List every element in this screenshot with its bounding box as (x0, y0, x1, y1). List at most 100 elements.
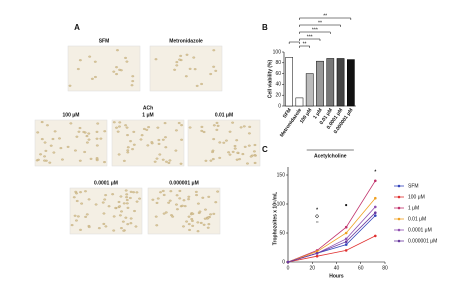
point (344, 237, 348, 241)
cell (116, 49, 119, 52)
cell (238, 158, 242, 161)
cell (216, 124, 220, 127)
cell (161, 189, 165, 193)
cell (200, 125, 204, 128)
significance-bracket (288, 41, 300, 44)
cell (178, 58, 182, 61)
cell (185, 220, 189, 223)
cell (177, 122, 181, 125)
bar (326, 58, 335, 107)
cell (85, 213, 89, 216)
cell (188, 67, 192, 70)
legend-marker (397, 239, 401, 243)
group-label: ACh (143, 105, 153, 111)
point (315, 254, 319, 258)
cell (126, 134, 129, 137)
cell (112, 70, 116, 73)
cell (145, 128, 149, 131)
cell (83, 150, 87, 154)
cell (48, 161, 52, 164)
cell (165, 160, 168, 163)
bar (285, 57, 293, 107)
cell (40, 138, 44, 141)
cell (95, 159, 99, 162)
cell (53, 130, 57, 133)
cell (78, 159, 82, 162)
x-tick-label: 60 (358, 265, 364, 271)
cell (131, 148, 134, 151)
cell (121, 220, 125, 223)
cell (114, 206, 118, 210)
cell (93, 60, 97, 63)
micrograph (67, 45, 141, 92)
y-tick-label: 20 (275, 93, 281, 99)
cell (180, 204, 184, 207)
cell (131, 75, 135, 78)
legend-label: SFM (408, 183, 419, 189)
annotation: * (374, 169, 376, 175)
bar (305, 73, 314, 107)
cell (212, 138, 216, 141)
cell (94, 203, 98, 206)
cell (87, 138, 91, 141)
series-line (287, 197, 376, 263)
cell (162, 212, 166, 215)
cell (66, 145, 70, 148)
cell (191, 212, 195, 215)
cell (135, 200, 139, 203)
cell (252, 150, 256, 153)
cell (175, 203, 178, 206)
y-tick-label: 60 (275, 71, 281, 77)
cell (222, 141, 226, 144)
cell (126, 146, 130, 149)
cell (174, 129, 178, 132)
point (344, 231, 348, 235)
annotation: ◇ (314, 213, 319, 219)
cell (180, 138, 184, 141)
cell (117, 153, 121, 156)
cell (249, 155, 253, 158)
y-tick-label: 80 (275, 60, 281, 66)
cell (126, 151, 130, 154)
cell (124, 56, 127, 59)
cell (188, 126, 192, 129)
cell (188, 228, 191, 231)
cell (58, 137, 61, 140)
cell (39, 153, 43, 156)
cell (73, 214, 77, 217)
cell (76, 67, 80, 71)
point (286, 260, 290, 264)
cell (93, 75, 97, 79)
cell (154, 58, 158, 61)
significance-bracket (299, 31, 331, 34)
cell (129, 140, 132, 143)
cell (215, 121, 219, 124)
x-axis-label: Hours (329, 273, 344, 279)
cell (161, 138, 165, 141)
cell (126, 223, 130, 226)
cell (131, 80, 135, 83)
cell (119, 69, 123, 72)
cell (122, 159, 126, 162)
cell (129, 217, 133, 220)
cell (147, 126, 151, 129)
cell (236, 151, 240, 154)
point (374, 214, 377, 217)
cell (134, 225, 138, 228)
legend-marker (397, 206, 401, 210)
cell (52, 151, 56, 154)
cell (125, 199, 129, 202)
cell (209, 72, 213, 76)
cell (247, 144, 251, 147)
cell (233, 144, 237, 148)
cell (241, 153, 245, 156)
series-line (287, 212, 376, 263)
legend-label: 0.0001 μM (408, 227, 432, 233)
cell (146, 144, 150, 147)
cell (45, 124, 49, 127)
cell (187, 195, 191, 198)
x-tick-label: 0 (287, 265, 290, 271)
cell (95, 137, 99, 140)
cell (84, 190, 87, 193)
cell (196, 202, 200, 205)
